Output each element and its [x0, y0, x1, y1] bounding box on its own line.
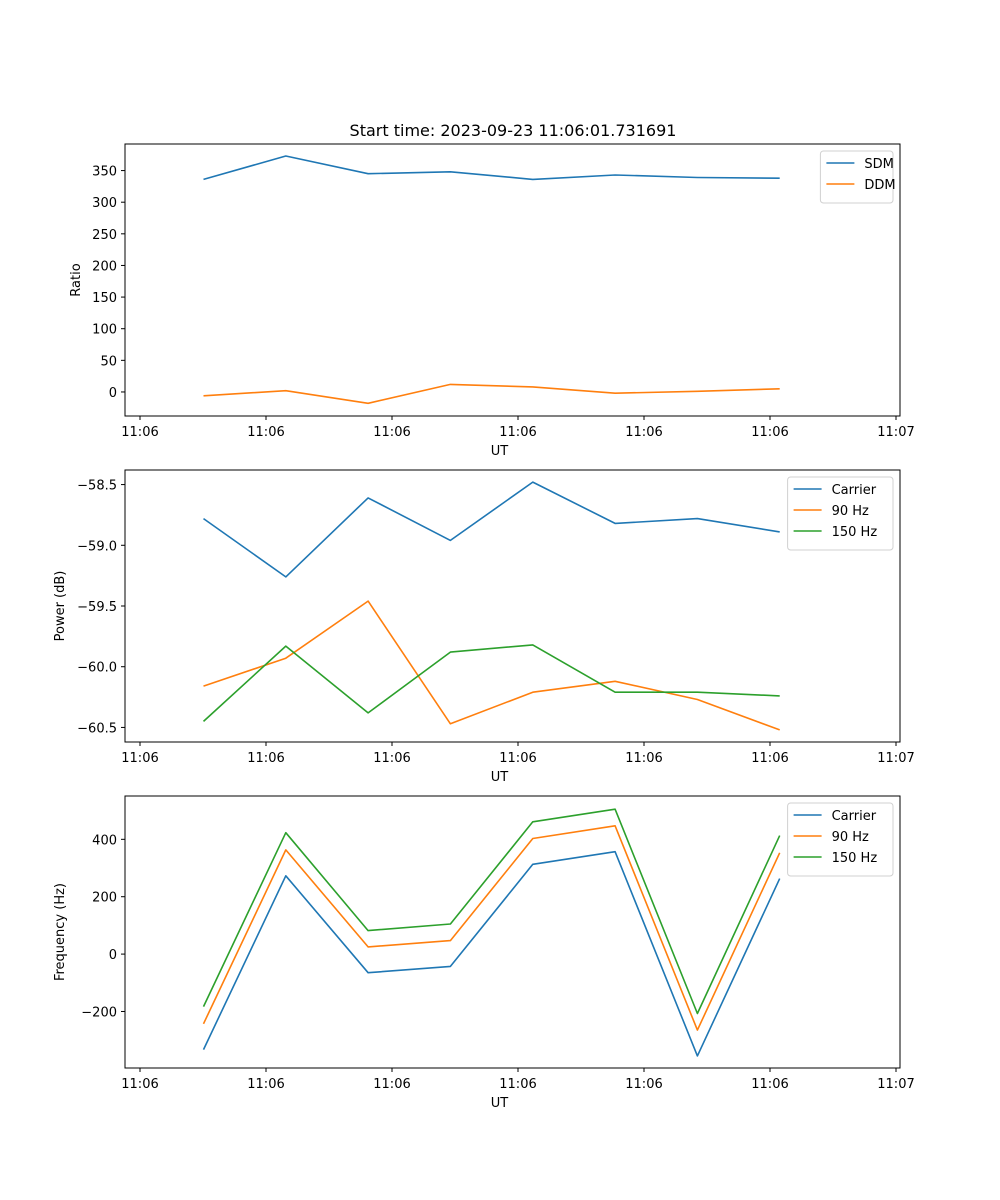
y-tick-label: 200 [92, 259, 117, 274]
x-tick-label: 11:06 [499, 1077, 536, 1092]
x-tick-label: 11:06 [499, 425, 536, 440]
y-tick-label: −58.5 [77, 479, 117, 494]
y-tick-label: 350 [92, 165, 117, 180]
x-tick-label: 11:07 [877, 1077, 914, 1092]
x-tick-label: 11:06 [373, 751, 410, 766]
legend-label: 150 Hz [832, 851, 878, 866]
legend-label: DDM [864, 178, 895, 193]
x-tick-label: 11:06 [247, 751, 284, 766]
figure-title: Start time: 2023-09-23 11:06:01.731691 [350, 121, 677, 140]
y-tick-label: −60.5 [77, 721, 117, 736]
x-tick-label: 11:06 [247, 1077, 284, 1092]
y-tick-label: 400 [92, 833, 117, 848]
series-line-ddm [203, 383, 780, 405]
x-tick-label: 11:06 [751, 751, 788, 766]
y-tick-label: 100 [92, 323, 117, 338]
legend: SDM DDM [819, 150, 896, 204]
x-tick-label: 11:06 [373, 425, 410, 440]
x-tick-label: 11:06 [499, 751, 536, 766]
y-tick-label: −59.0 [77, 539, 117, 554]
legend-label: SDM [864, 157, 893, 172]
plot-area [124, 469, 901, 743]
series-line-150-hz [202, 808, 781, 1015]
x-axis-label: UT [491, 1096, 509, 1111]
x-tick-label: 11:06 [247, 425, 284, 440]
y-axis-label: Power (dB) [53, 571, 68, 642]
chart-panel-2: 11:06 11:06 11:06 11:06 11:06 11:06 11:07 −60.5… [53, 469, 915, 785]
plot-area [124, 143, 901, 417]
panels: 11:06 11:06 11:06 11:06 11:06 11:06 11:07 0 50 10… [53, 143, 915, 1111]
x-tick-label: 11:06 [373, 1077, 410, 1092]
x-tick-label: 11:06 [121, 751, 158, 766]
legend: Carrier 90 Hz 150 Hz [787, 476, 894, 551]
y-tick-label: 0 [109, 386, 117, 401]
series-line-150-hz [202, 644, 780, 722]
x-tick-label: 11:07 [877, 751, 914, 766]
x-tick-label: 11:06 [625, 751, 662, 766]
x-tick-label: 11:06 [625, 425, 662, 440]
y-tick-label: 50 [100, 354, 117, 369]
y-tick-label: 150 [92, 291, 117, 306]
x-tick-label: 11:06 [121, 1077, 158, 1092]
y-tick-label: −200 [81, 1005, 117, 1020]
x-axis-label: UT [491, 444, 509, 459]
x-tick-label: 11:06 [751, 1077, 788, 1092]
legend-label: 90 Hz [832, 830, 869, 845]
series-line-carrier [203, 481, 780, 578]
legend-frame [819, 150, 894, 204]
series-line-sdm [203, 155, 780, 181]
series-line-90-hz [202, 824, 781, 1031]
y-tick-label: 300 [92, 196, 117, 211]
y-axis-label: Ratio [69, 263, 84, 296]
x-tick-label: 11:06 [625, 1077, 662, 1092]
series-line-carrier [202, 850, 781, 1057]
plot-area [124, 795, 901, 1069]
y-tick-label: −59.5 [77, 600, 117, 615]
x-tick-label: 11:06 [751, 425, 788, 440]
chart-panel-1: 11:06 11:06 11:06 11:06 11:06 11:06 11:07 0 50 10… [69, 143, 915, 459]
y-tick-label: −60.0 [77, 661, 117, 676]
y-axis-label: Frequency (Hz) [53, 883, 68, 981]
x-tick-label: 11:07 [877, 425, 914, 440]
legend-label: 90 Hz [832, 504, 869, 519]
legend-label: Carrier [832, 809, 877, 824]
x-axis-label: UT [491, 770, 509, 785]
y-tick-label: 250 [92, 228, 117, 243]
x-tick-label: 11:06 [121, 425, 158, 440]
series-line-90-hz [203, 600, 780, 731]
legend: Carrier 90 Hz 150 Hz [787, 802, 894, 877]
y-tick-label: 200 [92, 891, 117, 906]
chart-panel-3: 11:06 11:06 11:06 11:06 11:06 11:06 11:07 −200 0… [53, 795, 915, 1111]
y-tick-label: 0 [109, 948, 117, 963]
legend-label: 150 Hz [832, 525, 878, 540]
legend-label: Carrier [832, 483, 877, 498]
